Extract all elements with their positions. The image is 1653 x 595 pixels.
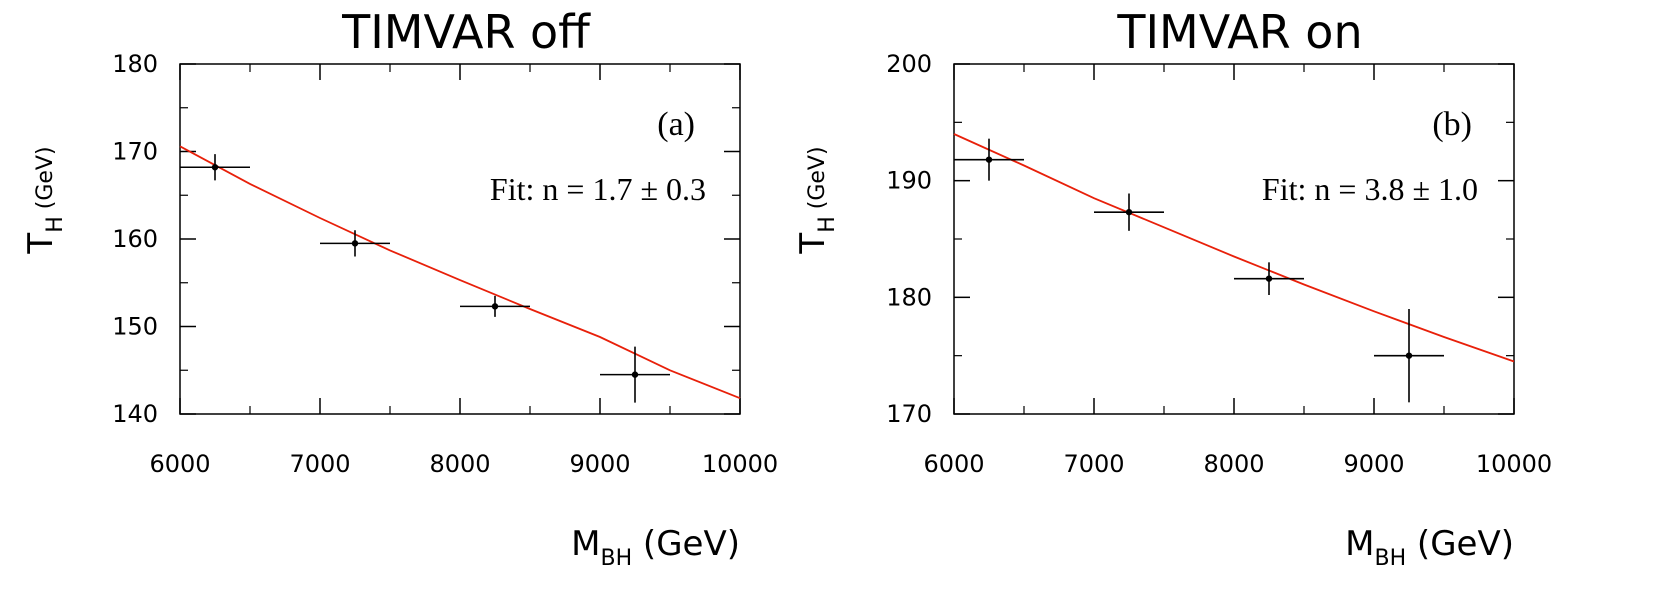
chart-b-x-axis-label: MBH (GeV): [1345, 524, 1514, 571]
y-tick-label: 140: [112, 400, 158, 428]
chart-a-fit-annotation: Fit: n = 1.7 ± 0.3: [490, 171, 706, 207]
x-tick-label: 7000: [1063, 450, 1124, 478]
chart-b-x-tick-labels: 6000 7000 8000 9000 10000: [923, 450, 1552, 478]
chart-a-frame: [179, 63, 741, 415]
x-tick-label: 8000: [1203, 450, 1264, 478]
chart-b-fit-annotation: Fit: n = 3.8 ± 1.0: [1262, 171, 1478, 207]
point-marker: [211, 164, 219, 171]
data-point: [460, 295, 530, 317]
chart-a-title: TIMVAR off: [341, 5, 591, 59]
point-marker: [491, 303, 499, 310]
y-tick-label: 150: [112, 313, 158, 341]
chart-a-x-axis-label: MBH (GeV): [571, 524, 740, 571]
y-tick-label: 200: [886, 50, 932, 78]
data-point: [1374, 309, 1444, 403]
y-tick-label: 190: [886, 167, 932, 195]
chart-b-title: TIMVAR on: [1116, 5, 1362, 59]
chart-a-ticks: [179, 63, 741, 415]
point-marker: [631, 371, 639, 378]
data-point: [1094, 193, 1164, 231]
x-tick-label: 9000: [1343, 450, 1404, 478]
x-tick-label: 9000: [569, 450, 630, 478]
chart-panel-a: TIMVAR off 6000 7000 8000 9000 10000 1401501…: [21, 5, 778, 571]
point-marker: [1125, 208, 1133, 216]
chart-b-y-axis-label: TH (GeV): [793, 146, 840, 254]
point-marker: [1405, 352, 1413, 359]
x-tick-label: 8000: [429, 450, 490, 478]
chart-a-y-tick-labels: 140 150 160 170 180: [112, 50, 158, 428]
chart-a-x-tick-labels: 6000 7000 8000 9000 10000: [149, 450, 778, 478]
y-tick-label: 180: [112, 50, 158, 78]
x-tick-label: 10000: [702, 450, 778, 478]
data-point: [180, 154, 250, 181]
chart-a-y-axis-label: TH (GeV): [21, 146, 68, 254]
chart-b-y-tick-labels: 170 180 190 200: [886, 50, 932, 428]
data-point: [600, 346, 670, 403]
x-tick-label: 6000: [149, 450, 210, 478]
chart-b-frame: [953, 63, 1515, 415]
data-point: [320, 230, 390, 257]
data-point: [1234, 262, 1304, 295]
point-marker: [351, 240, 359, 247]
chart-a-data-points: [180, 154, 670, 403]
x-tick-label: 7000: [289, 450, 350, 478]
x-tick-label: 6000: [923, 450, 984, 478]
y-tick-label: 160: [112, 225, 158, 253]
chart-b-ticks: [953, 63, 1515, 415]
y-tick-label: 170: [886, 400, 932, 428]
chart-b-data-points: [954, 138, 1444, 403]
chart-b-fit-line: [953, 133, 1515, 363]
x-tick-label: 10000: [1476, 450, 1552, 478]
data-point: [954, 138, 1024, 181]
chart-a-panel-label: (a): [657, 106, 695, 143]
chart-a-fit-line: [179, 145, 741, 400]
chart-b-panel-label: (b): [1432, 106, 1472, 143]
y-tick-label: 180: [886, 283, 932, 311]
chart-panel-b: TIMVAR on 6000 7000 8000 9000 10000 170 180 19…: [793, 5, 1552, 571]
y-tick-label: 170: [112, 138, 158, 166]
point-marker: [1265, 275, 1273, 282]
point-marker: [985, 156, 993, 163]
